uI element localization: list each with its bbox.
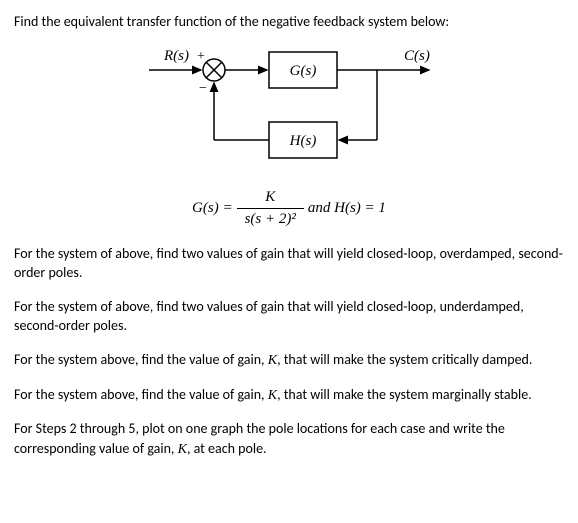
k-var-1: K [268, 353, 277, 368]
step2-text: For the system of above, find two values… [14, 244, 564, 283]
g-label: G(s) [290, 63, 317, 79]
output-label: C(s) [404, 48, 430, 64]
step6-text: For Steps 2 through 5, plot on one graph… [14, 419, 564, 459]
step6b: , at each pole. [187, 440, 267, 457]
step5-text: For the system above, find the value of … [14, 385, 564, 406]
k-var-3: K [178, 442, 187, 457]
block-diagram: R(s) + − G(s) C(s) H(s) [119, 40, 459, 175]
input-label: R(s) [163, 48, 189, 64]
eq-rhs: and H(s) = 1 [308, 198, 386, 219]
eq-lhs: G(s) = [192, 198, 233, 219]
block-diagram-container: R(s) + − G(s) C(s) H(s) [14, 40, 564, 175]
step4b: , that will make the system critically d… [277, 351, 532, 368]
step5b: , that will make the system marginally s… [277, 386, 532, 403]
k-var-2: K [268, 388, 277, 403]
h-label: H(s) [289, 133, 317, 149]
minus-sign: − [199, 81, 207, 96]
plus-sign: + [197, 49, 205, 64]
intro-text: Find the equivalent transfer function of… [14, 12, 564, 32]
step3-text: For the system of above, find two values… [14, 297, 564, 336]
numerator: K [257, 187, 283, 208]
step4-text: For the system above, find the value of … [14, 350, 564, 371]
denominator: s(s + 2)² [237, 208, 304, 230]
step5a: For the system above, find the value of … [14, 386, 268, 403]
fraction: K s(s + 2)² [237, 187, 304, 230]
equation-row: G(s) = K s(s + 2)² and H(s) = 1 [14, 187, 564, 230]
step4a: For the system above, find the value of … [14, 351, 268, 368]
